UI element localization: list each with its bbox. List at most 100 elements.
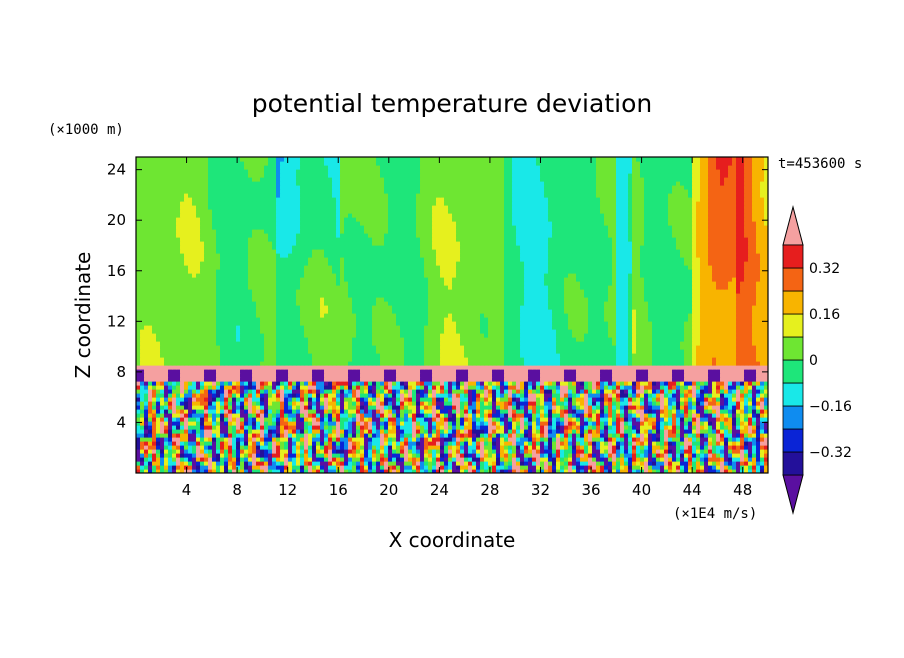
heatmap-cell — [252, 353, 257, 358]
heatmap-cell — [504, 373, 509, 378]
heatmap-cell — [376, 457, 381, 462]
heatmap-cell — [396, 369, 401, 374]
heatmap-cell — [484, 385, 489, 390]
heatmap-cell — [308, 409, 313, 414]
heatmap-cell — [664, 433, 669, 438]
heatmap-cell — [672, 369, 677, 374]
heatmap-cell — [644, 465, 649, 470]
heatmap-cell — [504, 365, 509, 370]
heatmap-cell — [452, 437, 457, 442]
heatmap-cell — [156, 425, 161, 430]
heatmap-cell — [520, 409, 525, 414]
heatmap-cell — [764, 413, 768, 418]
heatmap-cell — [336, 441, 341, 446]
heatmap-cell — [664, 405, 669, 410]
heatmap-cell — [276, 449, 281, 454]
heatmap-cell — [156, 433, 161, 438]
heatmap-cell — [624, 349, 629, 354]
heatmap-cell — [752, 357, 757, 362]
heatmap-cell — [632, 377, 637, 382]
heatmap-cell — [488, 437, 493, 442]
heatmap-cell — [744, 465, 749, 470]
heatmap-cell — [212, 425, 217, 430]
heatmap-cell — [548, 429, 553, 434]
heatmap-cell — [380, 453, 385, 458]
heatmap-cell — [448, 353, 453, 358]
heatmap-cell — [236, 345, 241, 350]
heatmap-cell — [296, 381, 301, 386]
heatmap-cell — [352, 397, 357, 402]
heatmap-cell — [208, 349, 213, 354]
heatmap-cell — [712, 361, 717, 366]
heatmap-cell — [184, 425, 189, 430]
heatmap-cell — [372, 381, 377, 386]
heatmap-cell — [200, 389, 205, 394]
heatmap-cell — [440, 381, 445, 386]
heatmap-cell — [228, 417, 233, 422]
heatmap-cell — [300, 381, 305, 386]
heatmap-cell — [668, 353, 673, 358]
heatmap-cell — [532, 393, 537, 398]
heatmap-cell — [336, 349, 341, 354]
heatmap-cell — [720, 461, 725, 466]
heatmap-cell — [160, 353, 165, 358]
heatmap-cell — [472, 357, 477, 362]
heatmap-cell — [520, 373, 525, 378]
heatmap-cell — [652, 357, 657, 362]
heatmap-cell — [536, 361, 541, 366]
heatmap-cell — [384, 405, 389, 410]
heatmap-cell — [140, 425, 145, 430]
heatmap-cell — [500, 433, 505, 438]
heatmap-cell — [392, 425, 397, 430]
heatmap-cell — [548, 465, 553, 470]
heatmap-cell — [720, 397, 725, 402]
heatmap-cell — [220, 465, 225, 470]
heatmap-cell — [328, 373, 333, 378]
heatmap-cell — [456, 381, 461, 386]
heatmap-cell — [460, 409, 465, 414]
heatmap-cell — [564, 457, 569, 462]
heatmap-cell — [272, 409, 277, 414]
heatmap-cell — [596, 437, 601, 442]
heatmap-cell — [552, 425, 557, 430]
heatmap-cell — [168, 417, 173, 422]
heatmap-cell — [740, 417, 745, 422]
heatmap-cell — [200, 381, 205, 386]
heatmap-cell — [292, 385, 297, 390]
heatmap-cell — [492, 457, 497, 462]
heatmap-cell — [264, 429, 269, 434]
heatmap-cell — [648, 401, 653, 406]
heatmap-cell — [292, 389, 297, 394]
heatmap-cell — [164, 429, 169, 434]
heatmap-cell — [252, 393, 257, 398]
heatmap-cell — [164, 401, 169, 406]
heatmap-cell — [308, 445, 313, 450]
heatmap-cell — [488, 373, 493, 378]
heatmap-cell — [184, 401, 189, 406]
heatmap-cell — [552, 361, 557, 366]
heatmap-cell — [480, 461, 485, 466]
heatmap-cell — [144, 353, 149, 358]
heatmap-cell — [172, 389, 177, 394]
heatmap-cell — [700, 449, 705, 454]
heatmap-cell — [168, 433, 173, 438]
heatmap-cell — [376, 461, 381, 466]
heatmap-cell — [220, 389, 225, 394]
heatmap-cell — [760, 457, 765, 462]
heatmap-cell — [328, 457, 333, 462]
heatmap-cell — [656, 393, 661, 398]
heatmap-cell — [568, 369, 573, 374]
heatmap-cell — [504, 441, 509, 446]
heatmap-cell — [732, 413, 737, 418]
heatmap-cell — [728, 377, 733, 382]
heatmap-cell — [196, 385, 201, 390]
heatmap-cell — [544, 353, 549, 358]
heatmap-cell — [352, 465, 357, 470]
heatmap-cell — [356, 377, 361, 382]
heatmap-cell — [196, 353, 201, 358]
heatmap-cell — [580, 409, 585, 414]
heatmap-cell — [712, 409, 717, 414]
heatmap-cell — [380, 461, 385, 466]
heatmap-cell — [476, 409, 481, 414]
heatmap-cell — [632, 449, 637, 454]
